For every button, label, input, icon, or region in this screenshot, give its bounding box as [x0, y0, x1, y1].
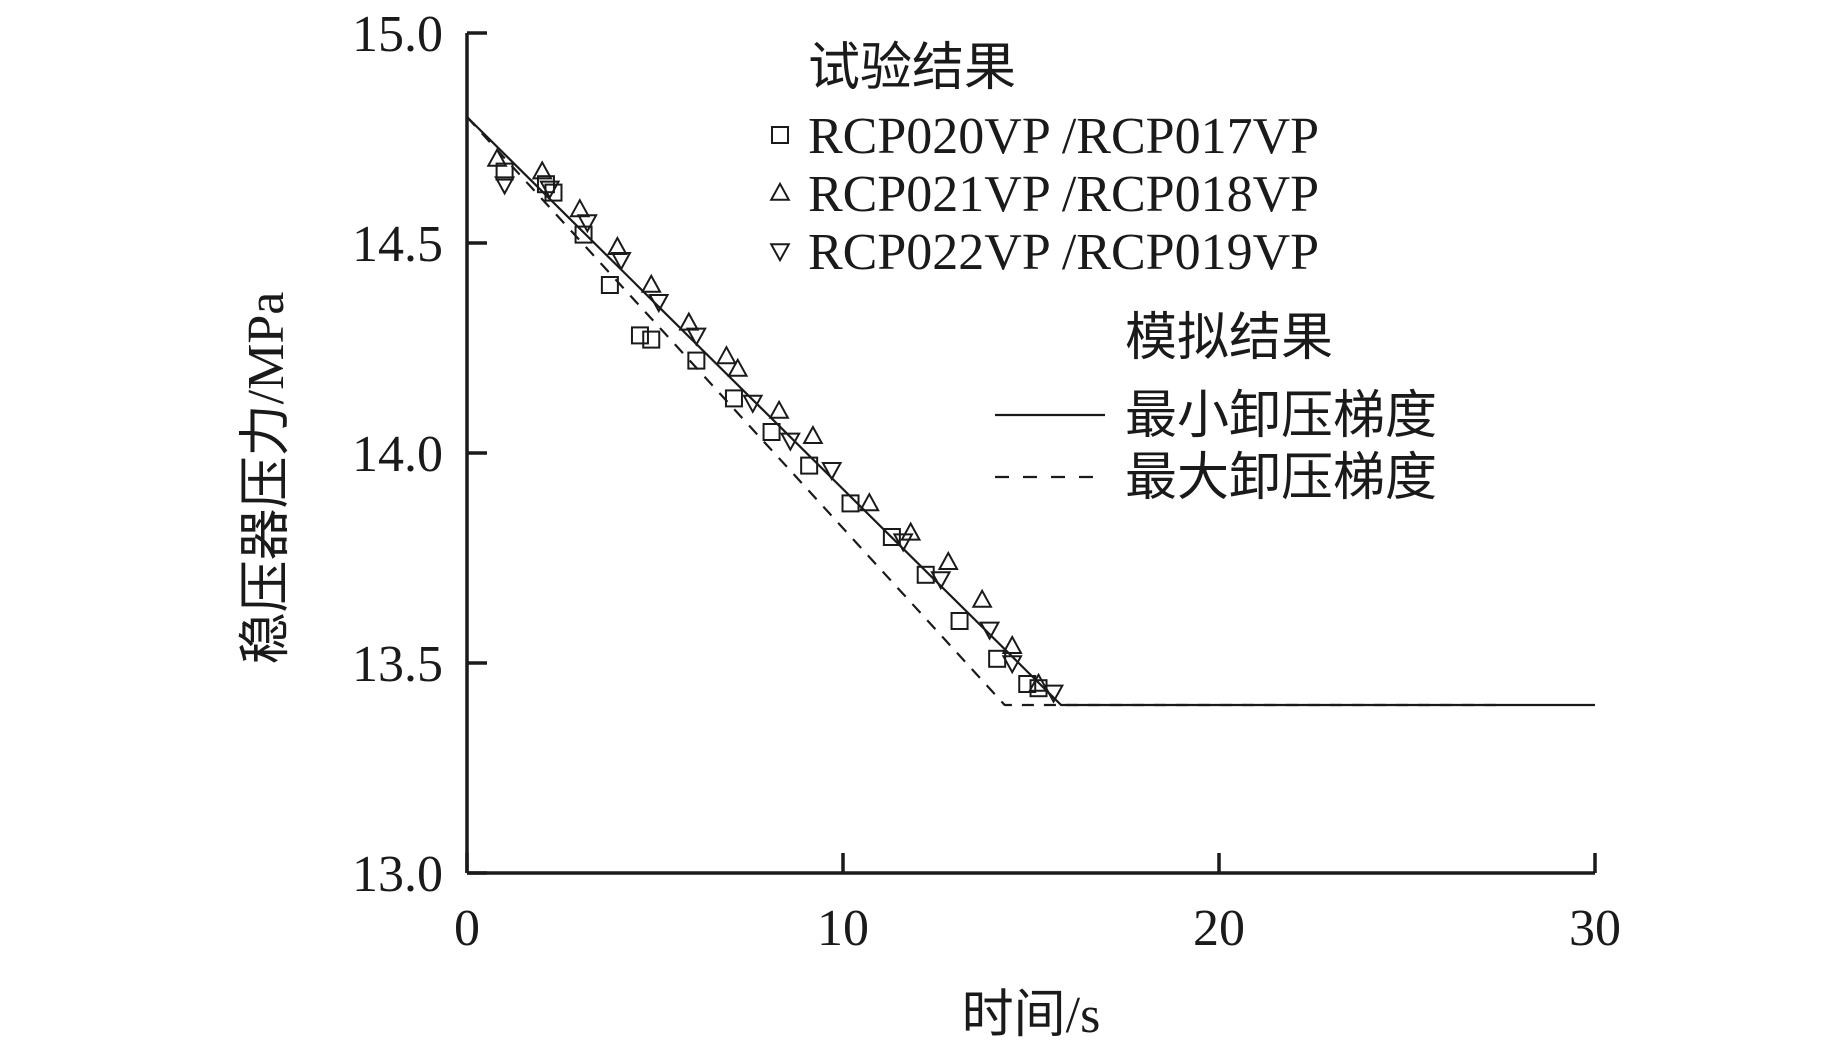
series-3 — [466, 116, 1595, 707]
data-point-triangle-down — [539, 180, 561, 200]
legend-marker-triangle-down — [769, 243, 791, 263]
x-tick-label: 10 — [817, 900, 869, 957]
data-point-square — [762, 423, 781, 441]
y-tick-label: 13.5 — [352, 636, 443, 693]
y-axis-title: 稳压器压力/MPa — [238, 292, 295, 665]
y-tick-label: 13.0 — [352, 846, 443, 903]
data-point-triangle-up — [937, 550, 959, 570]
data-point-triangle-up — [569, 198, 591, 218]
data-point-triangle-up — [900, 521, 922, 541]
series-4 — [466, 116, 1501, 707]
data-point-triangle-up — [971, 588, 993, 608]
data-point-triangle-down — [648, 294, 670, 314]
data-point-triangle-down — [576, 214, 598, 234]
data-point-square — [630, 326, 649, 345]
data-point-square — [642, 330, 661, 349]
y-tick-label: 15.0 — [352, 6, 443, 63]
data-point-triangle-up — [768, 399, 790, 419]
data-point-triangle-up — [486, 147, 508, 167]
data-point-square — [800, 456, 819, 475]
data-point-triangle-up — [727, 357, 749, 377]
data-point-square — [1018, 675, 1037, 693]
data-point-triangle-up — [678, 311, 700, 331]
axes: 13.0 13.5 14.0 14.5 15.0 0 10 20 30 时间/s 稳压器压力/MPa — [238, 6, 1621, 1044]
data-point-square — [544, 183, 563, 202]
data-point-triangle-down — [742, 394, 764, 414]
data-point-square — [882, 528, 901, 546]
x-tick-label: 30 — [1569, 900, 1621, 957]
data-point-square — [724, 389, 743, 408]
y-tick-label: 14.0 — [352, 426, 443, 483]
data-point-triangle-down — [494, 176, 516, 196]
legend-label: 最大卸压梯度 — [1125, 450, 1437, 507]
data-point-square — [950, 612, 969, 630]
series-layer — [466, 116, 1595, 707]
data-point-triangle-up — [802, 424, 824, 444]
data-point-triangle-up — [531, 160, 553, 180]
data-point-triangle-down — [610, 252, 632, 272]
y-tick-label: 14.5 — [352, 216, 443, 273]
legend-label: 最小卸压梯度 — [1125, 388, 1437, 445]
data-point-triangle-up — [715, 345, 737, 365]
data-point-triangle-up — [858, 492, 880, 512]
legend-marker-square — [771, 126, 789, 144]
x-tick-label: 0 — [454, 900, 480, 957]
data-point-triangle-up — [640, 273, 662, 293]
legend-label: RCP022VP /RCP019VP — [808, 224, 1319, 281]
data-point-square — [916, 565, 935, 584]
legend-label: RCP021VP /RCP018VP — [808, 166, 1319, 223]
legend-experiment-title: 试验结果 — [808, 40, 1016, 97]
legend-marker-triangle-up — [769, 181, 791, 201]
x-tick-label: 20 — [1193, 900, 1245, 957]
legend-label: RCP020VP /RCP017VP — [808, 108, 1319, 165]
max-gradient-line — [466, 116, 1501, 707]
data-point-triangle-up — [1001, 634, 1023, 654]
data-point-square — [600, 276, 619, 294]
min-gradient-line — [466, 116, 1595, 707]
legend-simulation-title: 模拟结果 — [1125, 310, 1333, 367]
data-point-triangle-up — [606, 235, 628, 255]
series-1 — [486, 147, 1050, 692]
data-point-triangle-down — [821, 462, 843, 482]
data-point-triangle-up — [1028, 672, 1050, 692]
data-point-triangle-down — [685, 327, 707, 347]
data-point-triangle-down — [892, 533, 914, 553]
x-axis-title: 时间/s — [962, 987, 1101, 1044]
data-point-triangle-down — [979, 621, 1001, 641]
